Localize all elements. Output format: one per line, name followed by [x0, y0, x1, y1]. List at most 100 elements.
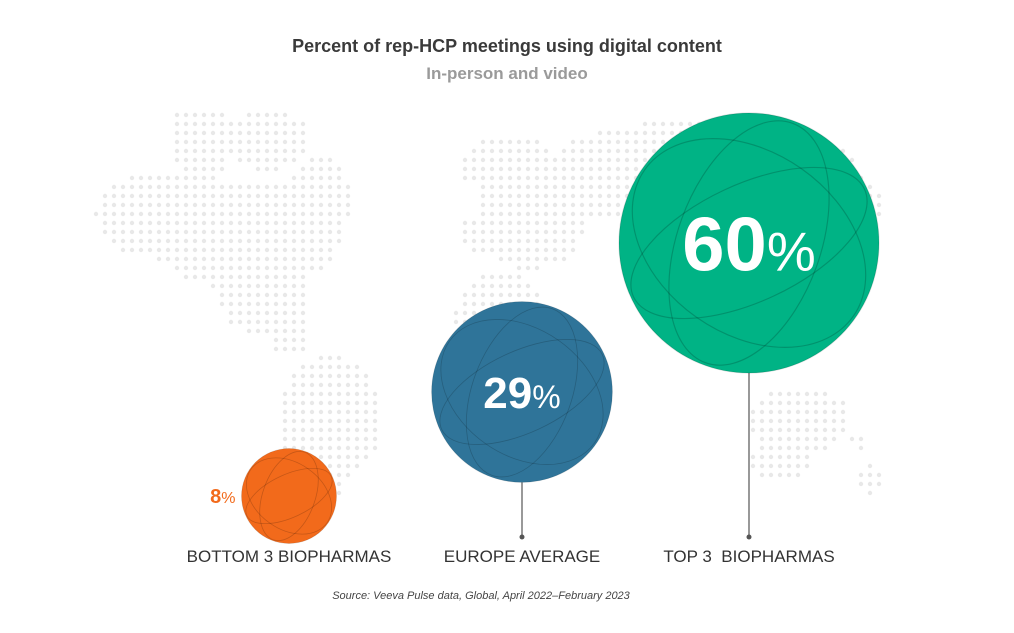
map-dot	[210, 166, 216, 172]
map-dot	[111, 220, 117, 226]
map-dot	[795, 472, 801, 478]
map-dot	[255, 301, 261, 307]
map-dot	[336, 175, 342, 181]
map-dot	[345, 184, 351, 190]
map-dot	[282, 418, 288, 424]
map-dot	[489, 184, 495, 190]
map-dot	[372, 427, 378, 433]
map-dot	[219, 112, 225, 118]
map-dot	[813, 409, 819, 415]
map-dot	[462, 175, 468, 181]
map-dot	[597, 148, 603, 154]
map-dot	[786, 454, 792, 460]
map-dot	[327, 427, 333, 433]
map-dot	[516, 166, 522, 172]
map-dot	[255, 220, 261, 226]
map-dot	[480, 175, 486, 181]
map-dot	[813, 436, 819, 442]
map-dot	[300, 319, 306, 325]
map-dot	[228, 301, 234, 307]
map-dot	[237, 274, 243, 280]
map-dot	[291, 121, 297, 127]
map-dot	[183, 139, 189, 145]
map-dot	[777, 400, 783, 406]
map-dot	[237, 310, 243, 316]
map-dot	[318, 391, 324, 397]
map-dot	[534, 157, 540, 163]
map-dot	[534, 247, 540, 253]
map-dot	[183, 211, 189, 217]
map-dot	[300, 220, 306, 226]
map-dot	[570, 220, 576, 226]
map-dot	[246, 121, 252, 127]
map-dot	[588, 193, 594, 199]
map-dot	[507, 184, 513, 190]
map-dot	[525, 139, 531, 145]
map-dot	[633, 139, 639, 145]
map-dot	[237, 220, 243, 226]
bubble-1	[241, 448, 337, 544]
map-dot	[228, 220, 234, 226]
map-dot	[264, 112, 270, 118]
map-dot	[840, 427, 846, 433]
map-dot	[642, 139, 648, 145]
map-dot	[462, 229, 468, 235]
map-dot	[507, 220, 513, 226]
map-dot	[354, 454, 360, 460]
map-dot	[777, 472, 783, 478]
map-dot	[282, 121, 288, 127]
map-dot	[318, 175, 324, 181]
map-dot	[318, 445, 324, 451]
map-dot	[480, 274, 486, 280]
map-dot	[579, 211, 585, 217]
map-dot	[480, 211, 486, 217]
map-dot	[291, 328, 297, 334]
map-dot	[354, 418, 360, 424]
map-dot	[255, 130, 261, 136]
map-dot	[138, 211, 144, 217]
map-dot	[183, 193, 189, 199]
map-dot	[462, 292, 468, 298]
map-dot	[318, 364, 324, 370]
map-dot	[336, 355, 342, 361]
map-dot	[624, 166, 630, 172]
map-dot	[561, 220, 567, 226]
map-dot	[327, 463, 333, 469]
map-dot	[777, 454, 783, 460]
map-dot	[201, 193, 207, 199]
map-dot	[489, 193, 495, 199]
map-dot	[777, 427, 783, 433]
map-dot	[174, 211, 180, 217]
map-dot	[228, 292, 234, 298]
map-dot	[273, 274, 279, 280]
map-dot	[318, 247, 324, 253]
map-dot	[318, 184, 324, 190]
map-dot	[570, 229, 576, 235]
map-dot	[876, 481, 882, 487]
map-dot	[111, 202, 117, 208]
map-dot	[192, 193, 198, 199]
map-dot	[498, 166, 504, 172]
map-dot	[597, 202, 603, 208]
map-dot	[543, 202, 549, 208]
map-dot	[246, 247, 252, 253]
map-dot	[318, 265, 324, 271]
map-dot	[462, 301, 468, 307]
map-dot	[615, 166, 621, 172]
map-dot	[507, 283, 513, 289]
map-dot	[660, 130, 666, 136]
map-dot	[237, 157, 243, 163]
map-dot	[336, 220, 342, 226]
map-dot	[480, 229, 486, 235]
map-dot	[336, 202, 342, 208]
map-dot	[471, 310, 477, 316]
map-dot	[246, 301, 252, 307]
map-dot	[300, 400, 306, 406]
map-dot	[174, 193, 180, 199]
map-dot	[165, 202, 171, 208]
map-dot	[246, 328, 252, 334]
map-dot	[255, 211, 261, 217]
map-dot	[210, 175, 216, 181]
map-dot	[300, 202, 306, 208]
map-dot	[804, 391, 810, 397]
